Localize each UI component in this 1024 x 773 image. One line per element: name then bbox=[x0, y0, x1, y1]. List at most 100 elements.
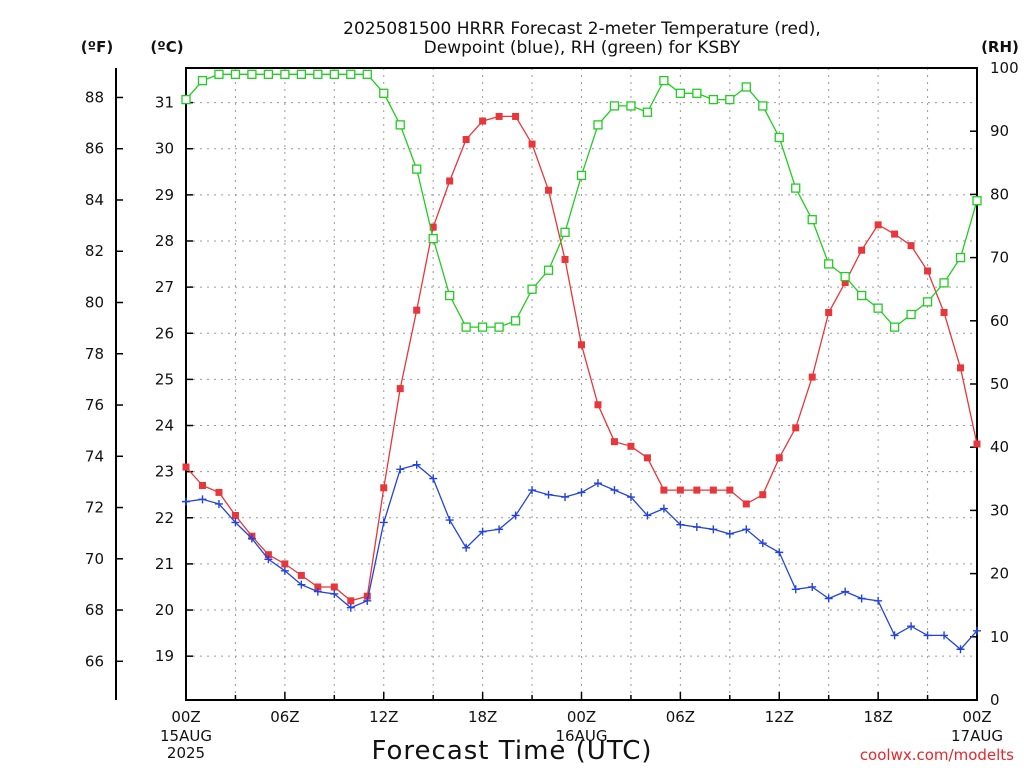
chart-title-line: 2025081500 HRRR Forecast 2-meter Tempera… bbox=[343, 19, 821, 39]
rh-point bbox=[576, 170, 587, 181]
rh-point bbox=[675, 88, 686, 98]
dewpoint-point bbox=[313, 587, 322, 596]
celsius-tick-label: 20 bbox=[155, 601, 174, 619]
dewpoint-point bbox=[742, 525, 751, 534]
series-line-rh bbox=[185, 73, 978, 328]
x-tick-sublabel: 15AUG bbox=[160, 727, 212, 745]
rh-point bbox=[741, 82, 751, 92]
rh-point bbox=[214, 69, 224, 79]
rh-tick-label: 30 bbox=[990, 501, 1009, 519]
x-tick-label: 00Z bbox=[962, 708, 991, 726]
celsius-tick-label: 31 bbox=[155, 94, 174, 112]
fahrenheit-tick-label: 86 bbox=[85, 140, 104, 158]
temperature-point bbox=[479, 117, 487, 125]
rh-point bbox=[659, 75, 669, 86]
rh-tick-label: 50 bbox=[990, 375, 1009, 393]
rh-point bbox=[329, 69, 339, 79]
rh-point bbox=[412, 164, 422, 174]
celsius-tick-label: 22 bbox=[155, 509, 174, 527]
celsius-tick-label: 29 bbox=[155, 186, 174, 204]
dewpoint-point bbox=[429, 474, 438, 483]
rh-point bbox=[774, 132, 784, 143]
unit-label-celsius: (ºC) bbox=[150, 38, 183, 56]
fahrenheit-tick-label: 74 bbox=[85, 447, 104, 465]
rh-point bbox=[379, 88, 389, 98]
rh-point bbox=[758, 101, 768, 111]
dewpoint-point bbox=[198, 495, 207, 504]
celsius-tick-label: 26 bbox=[155, 324, 174, 342]
temperature-point bbox=[610, 438, 618, 446]
dewpoint-point bbox=[857, 594, 866, 603]
celsius-tick-label: 19 bbox=[155, 647, 174, 665]
dewpoint-point bbox=[725, 529, 734, 538]
rh-point bbox=[510, 316, 521, 326]
fahrenheit-tick-label: 66 bbox=[85, 652, 104, 670]
temperature-point bbox=[396, 385, 404, 393]
series-layer bbox=[181, 69, 982, 654]
unit-label-rh: (RH) bbox=[981, 38, 1019, 56]
rh-point bbox=[824, 259, 834, 269]
temperature-point bbox=[413, 306, 421, 314]
x-tick-label: 06Z bbox=[666, 708, 695, 726]
rh-point bbox=[922, 297, 933, 307]
temperature-point bbox=[709, 486, 717, 494]
x-axis-title: Forecast Time (UTC) bbox=[371, 736, 652, 766]
temperature-point bbox=[594, 401, 602, 409]
rh-point bbox=[428, 233, 438, 244]
dewpoint-point bbox=[775, 548, 784, 557]
rh-point bbox=[263, 69, 274, 79]
x-tick-sublabel: 2025 bbox=[167, 744, 205, 762]
fahrenheit-tick-label: 68 bbox=[85, 601, 104, 619]
celsius-tick-label: 28 bbox=[155, 232, 174, 250]
dewpoint-point bbox=[577, 488, 586, 497]
temperature-point bbox=[347, 597, 355, 605]
temperature-point bbox=[281, 560, 289, 568]
dewpoint-point bbox=[874, 596, 883, 605]
x-tick-sublabel: 17AUG bbox=[951, 727, 1003, 745]
temperature-point bbox=[198, 481, 206, 489]
temperature-point bbox=[940, 308, 948, 316]
rh-point bbox=[230, 69, 241, 79]
temperature-point bbox=[825, 308, 833, 316]
rh-point bbox=[873, 303, 883, 313]
dewpoint-point bbox=[692, 523, 701, 532]
temperature-point bbox=[528, 140, 536, 148]
rh-point bbox=[708, 94, 718, 105]
rh-point bbox=[560, 227, 570, 237]
dewpoint-point bbox=[791, 585, 800, 594]
temperature-point bbox=[759, 491, 767, 499]
rh-tick-label: 0 bbox=[990, 691, 1000, 709]
rh-point bbox=[791, 183, 801, 193]
temperature-point bbox=[314, 583, 322, 591]
dewpoint-point bbox=[264, 555, 273, 564]
dewpoint-point bbox=[363, 596, 372, 605]
series-dewpoint bbox=[182, 460, 981, 654]
temperature-point bbox=[429, 223, 437, 231]
dewpoint-point bbox=[511, 511, 520, 520]
rh-tick-label: 10 bbox=[990, 628, 1009, 646]
temperature-point bbox=[561, 255, 569, 263]
temperature-point bbox=[643, 454, 651, 462]
temperature-point bbox=[891, 230, 899, 238]
temperature-point bbox=[578, 341, 585, 349]
dewpoint-point bbox=[495, 525, 504, 534]
temperature-point bbox=[380, 484, 388, 492]
dewpoint-point bbox=[940, 631, 949, 640]
temperature-point bbox=[446, 177, 454, 185]
temperature-point bbox=[264, 551, 272, 559]
celsius-tick-label: 21 bbox=[155, 555, 174, 573]
dewpoint-point bbox=[182, 497, 190, 506]
x-tick-label: 12Z bbox=[369, 708, 398, 726]
temperature-point bbox=[808, 373, 816, 381]
dewpoint-point bbox=[561, 493, 570, 502]
dewpoint-point bbox=[824, 594, 833, 603]
dewpoint-point bbox=[280, 566, 289, 575]
rh-point bbox=[477, 322, 488, 332]
temperature-point bbox=[858, 246, 866, 254]
labels-layer: 66 68 70 72 74 76 78 80 82 84 86 88 19 20 21 22 23 24 25 26… bbox=[81, 19, 1019, 766]
unit-label-fahrenheit: (ºF) bbox=[81, 38, 113, 56]
temperature-point bbox=[775, 454, 783, 462]
temperature-point bbox=[792, 424, 800, 432]
